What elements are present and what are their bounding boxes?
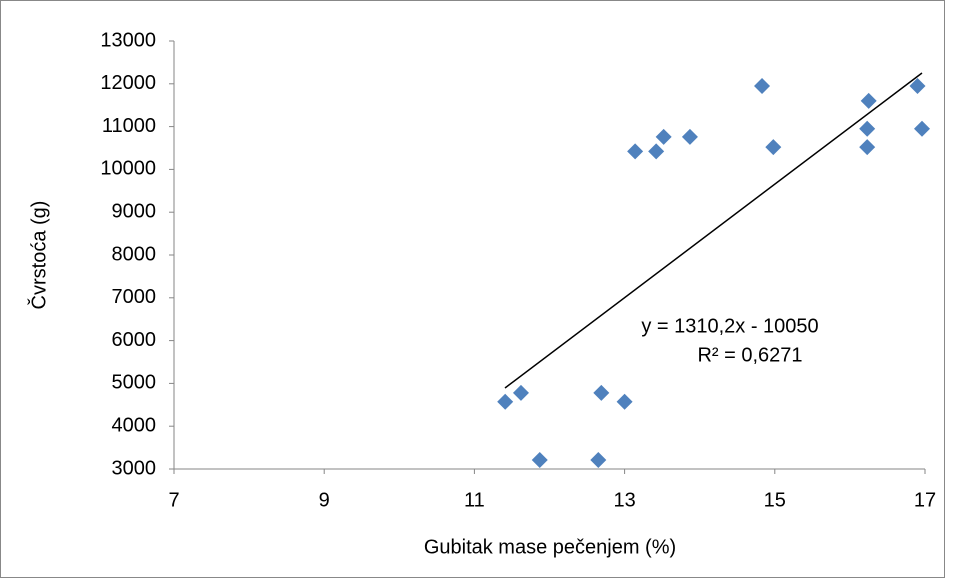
data-point [531, 452, 548, 469]
y-tick-label: 8000 [112, 243, 157, 265]
y-tick-label: 13000 [100, 29, 156, 51]
y-tick-label: 6000 [112, 329, 157, 351]
data-point [860, 92, 877, 109]
y-tick-label: 5000 [112, 372, 157, 394]
trendline-equation: y = 1310,2x - 10050 [641, 315, 818, 337]
x-tick-label: 11 [464, 489, 485, 511]
data-point [627, 143, 644, 160]
y-tick-label: 9000 [112, 200, 157, 222]
y-tick-label: 10000 [100, 158, 156, 180]
x-tick-label: 13 [613, 489, 635, 511]
y-tick-label: 12000 [100, 72, 156, 94]
data-point [648, 143, 665, 160]
data-point [859, 120, 876, 137]
y-tick-label: 11000 [102, 115, 156, 137]
data-point [681, 128, 698, 145]
data-point [754, 77, 771, 94]
x-tick-label: 7 [168, 489, 179, 511]
data-point [765, 139, 782, 156]
data-point [497, 393, 514, 410]
x-axis-title: Gubitak mase pečenjem (%) [424, 536, 676, 558]
data-point [913, 120, 930, 137]
x-tick-label: 17 [914, 489, 936, 511]
data-point [590, 452, 607, 469]
data-point [859, 139, 876, 156]
y-tick-label: 3000 [112, 457, 157, 479]
data-point [512, 384, 529, 401]
y-tick-label: 4000 [112, 414, 157, 436]
x-tick-label: 9 [319, 489, 330, 511]
data-point [616, 393, 633, 410]
data-point [909, 77, 926, 94]
trendline-r2: R² = 0,6271 [697, 344, 802, 366]
data-point [655, 128, 672, 145]
y-axis-title: Čvrstoća (g) [27, 201, 50, 310]
trendline [504, 72, 923, 389]
y-tick-label: 7000 [112, 286, 157, 308]
data-point [593, 384, 610, 401]
x-tick-label: 15 [764, 489, 786, 511]
